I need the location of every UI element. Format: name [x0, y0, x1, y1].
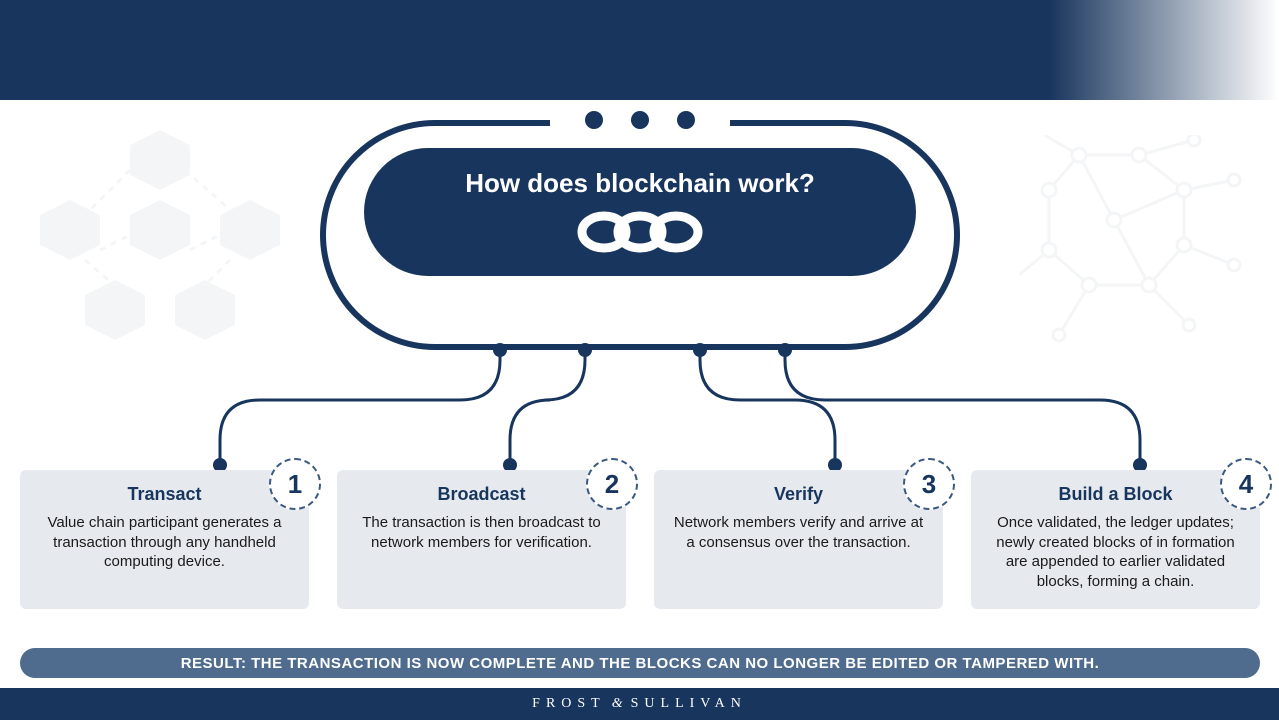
header-title: How does blockchain work?: [465, 168, 815, 199]
deco-cubes-left: [30, 130, 310, 390]
step-desc: Network members verify and arrive at a c…: [668, 513, 929, 552]
footer-brand-left: FROST: [532, 696, 606, 712]
chain-icon: [570, 207, 710, 257]
header-dot: [585, 111, 603, 129]
step-card-2: Broadcast The transaction is then broadc…: [337, 470, 626, 609]
step-number-badge: 4: [1220, 458, 1272, 510]
step-desc: Once validated, the ledger updates; newl…: [985, 513, 1246, 591]
top-bar-gradient: [0, 0, 1279, 100]
step-title: Broadcast: [351, 484, 612, 505]
step-card-1: Transact Value chain participant generat…: [20, 470, 309, 609]
step-desc: Value chain participant generates a tran…: [34, 513, 295, 572]
step-title: Transact: [34, 484, 295, 505]
step-number-badge: 3: [903, 458, 955, 510]
header-pill: How does blockchain work?: [364, 148, 916, 276]
step-title: Verify: [668, 484, 929, 505]
result-text: RESULT: THE TRANSACTION IS NOW COMPLETE …: [181, 655, 1100, 672]
step-title: Build a Block: [985, 484, 1246, 505]
deco-network-right: [1019, 135, 1249, 365]
step-card-4: Build a Block Once validated, the ledger…: [971, 470, 1260, 609]
step-number-badge: 1: [269, 458, 321, 510]
steps-row: Transact Value chain participant generat…: [20, 470, 1260, 609]
header-dot-row: [320, 111, 960, 129]
step-desc: The transaction is then broadcast to net…: [351, 513, 612, 552]
footer-ampersand: &: [612, 696, 625, 712]
step-number-badge: 2: [586, 458, 638, 510]
step-card-3: Verify Network members verify and arrive…: [654, 470, 943, 609]
result-bar: RESULT: THE TRANSACTION IS NOW COMPLETE …: [20, 648, 1260, 678]
footer-brand-right: SULLIVAN: [631, 696, 747, 712]
top-bar: [0, 0, 1279, 100]
footer: FROST & SULLIVAN: [0, 688, 1279, 720]
header-group: How does blockchain work?: [320, 120, 960, 350]
header-dot: [677, 111, 695, 129]
header-dot: [631, 111, 649, 129]
slide-stage: How does blockchain work? Transact Value…: [0, 0, 1279, 720]
